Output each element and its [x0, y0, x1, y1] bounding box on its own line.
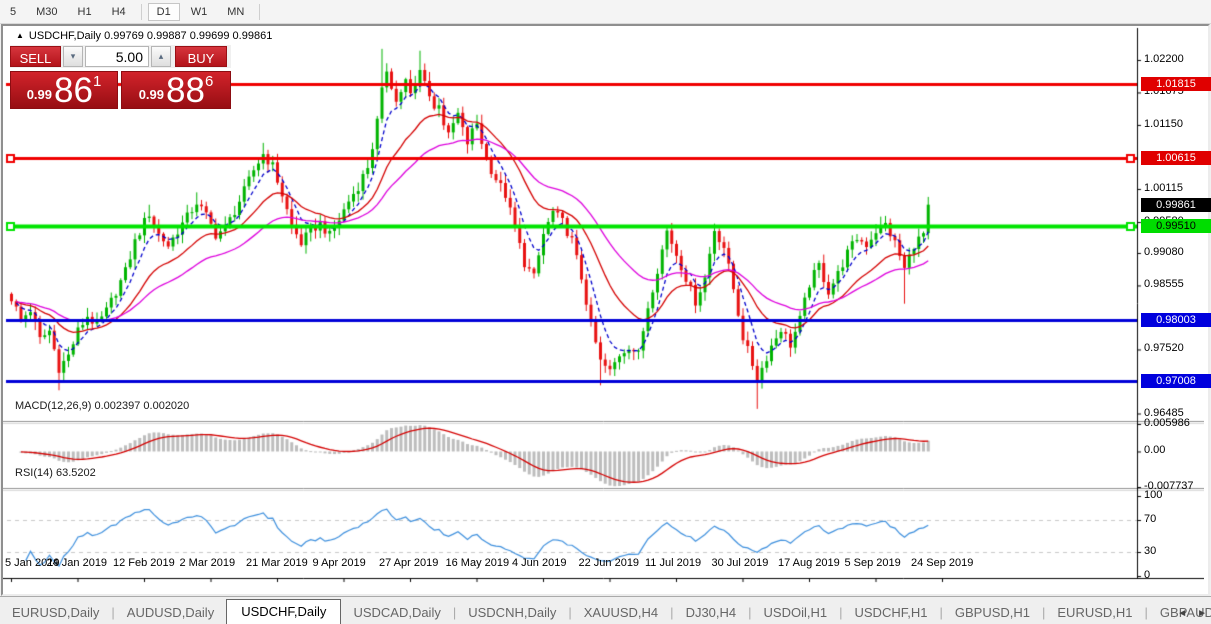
date-tick-label: 11 Jul 2019 [645, 557, 702, 569]
chart-canvas[interactable] [3, 26, 1204, 590]
buy-price-prefix: 0.99 [138, 87, 165, 102]
price-tick-label: 0.97520 [1144, 342, 1184, 355]
chart-tab-gbpaud-h1[interactable]: GBPAUD,H1 [1159, 605, 1211, 620]
rsi-tick-label: 0 [1144, 569, 1151, 581]
date-tick-label: 12 Feb 2019 [113, 557, 175, 569]
date-tick-label: 4 Jun 2019 [512, 557, 567, 569]
tab-scroll-right-icon[interactable]: ► [1197, 608, 1207, 619]
trade-panel-top-row: SELL ▾ ▴ BUY [10, 45, 231, 68]
volume-input[interactable] [85, 46, 149, 67]
tab-separator: | [1144, 605, 1148, 620]
sell-price-big-digits: 86 [54, 71, 93, 110]
timeframe-button-mn[interactable]: MN [227, 5, 245, 18]
chart-tab-xauusd-h4[interactable]: XAUUSD,H4 [583, 605, 659, 620]
rsi-indicator-label: RSI(14) 63.5202 [15, 467, 96, 479]
rsi-tick-label: 70 [1144, 513, 1157, 525]
chart-title: ▲ USDCHF,Daily 0.99769 0.99887 0.99699 0.… [16, 30, 272, 42]
chart-tab-audusd-daily[interactable]: AUDUSD,Daily [126, 605, 215, 620]
price-tick-label: 0.99080 [1144, 245, 1184, 258]
date-tick-label: 24 Sep 2019 [911, 557, 974, 569]
buy-button[interactable]: BUY [175, 46, 227, 67]
chart-title-text: USDCHF,Daily 0.99769 0.99887 0.99699 0.9… [28, 30, 273, 42]
tab-separator: | [670, 605, 674, 620]
tab-separator: | [839, 605, 843, 620]
date-tick-label: 22 Jun 2019 [578, 557, 640, 569]
chart-tab-eurusd-h1[interactable]: EURUSD,H1 [1057, 605, 1133, 620]
price-badge: 0.98003 [1141, 313, 1211, 327]
tab-separator: | [568, 605, 572, 620]
price-badge: 1.01815 [1141, 77, 1211, 91]
tab-separator: | [452, 605, 457, 620]
collapse-panel-icon[interactable]: ▲ [16, 31, 24, 40]
timeframe-button-m30[interactable]: M30 [36, 5, 58, 18]
price-tick-label: 1.02200 [1144, 52, 1184, 65]
sell-button[interactable]: SELL [10, 46, 61, 67]
buy-price-pip-digit: 6 [204, 73, 214, 90]
timeframe-button-w1[interactable]: W1 [190, 5, 208, 18]
volume-decrease-button[interactable]: ▾ [63, 46, 83, 67]
tab-scroll-buttons: ◄ ► [1177, 608, 1207, 619]
price-badge: 0.99861 [1141, 198, 1211, 212]
date-tick-label: 21 Mar 2019 [246, 557, 308, 569]
chart-tab-usdcnh-daily[interactable]: USDCNH,Daily [468, 605, 557, 620]
price-badge: 0.97008 [1141, 374, 1211, 388]
chart-tab-usdcad-daily[interactable]: USDCAD,Daily [353, 605, 441, 620]
tab-separator: | [939, 605, 943, 620]
timeframe-button-5[interactable]: 5 [10, 5, 17, 18]
chart-tab-usdchf-h1[interactable]: USDCHF,H1 [854, 605, 928, 620]
chart-tab-gbpusd-h1[interactable]: GBPUSD,H1 [954, 605, 1030, 620]
price-tick-label: 1.01150 [1144, 117, 1183, 130]
buy-price-big-digits: 88 [166, 71, 205, 110]
toolbar-separator [259, 3, 261, 20]
price-tick-label: 1.00115 [1144, 181, 1183, 194]
timeframe-button-h4[interactable]: H4 [111, 5, 126, 18]
date-tick-label: 5 Sep 2019 [844, 557, 901, 569]
date-tick-label: 9 Apr 2019 [312, 557, 366, 569]
chart-window: ▲ USDCHF,Daily 0.99769 0.99887 0.99699 0.… [1, 24, 1211, 596]
price-badge: 0.99510 [1141, 219, 1211, 233]
date-tick-label: 16 May 2019 [445, 557, 510, 569]
chart-tab-bar: EURUSD,Daily | AUDUSD,Daily USDCHF,Daily USD… [0, 596, 1211, 624]
timeframe-toolbar: 5 M30 H1 H4 D1 W1 MN [0, 0, 1211, 24]
macd-indicator-label: MACD(12,26,9) 0.002397 0.002020 [15, 400, 190, 412]
sell-price-prefix: 0.99 [26, 87, 53, 102]
chart-tab-usdchf-daily[interactable]: USDCHF,Daily [226, 599, 342, 624]
date-tick-label: 5 Jan 2019 [5, 557, 60, 569]
sell-price-pip-digit: 1 [92, 73, 102, 90]
date-tick-label: 24 Jan 2019 [46, 557, 108, 569]
timeframe-button-d1[interactable]: D1 [147, 2, 180, 21]
date-tick-label: 30 Jul 2019 [711, 557, 769, 569]
price-tick-label: 0.98555 [1144, 278, 1184, 291]
price-tick-label: 0.96485 [1144, 406, 1184, 419]
buy-price-button[interactable]: 0.99 88 6 [121, 71, 231, 109]
rsi-tick-label: 30 [1144, 545, 1157, 557]
tab-scroll-left-icon[interactable]: ◄ [1177, 608, 1188, 619]
date-tick-label: 2 Mar 2019 [179, 557, 236, 569]
one-click-trading-panel: SELL ▾ ▴ BUY 0.99 86 1 0.99 88 6 [10, 45, 231, 109]
date-tick-label: 17 Aug 2019 [778, 557, 840, 569]
tab-separator: | [111, 605, 115, 620]
rsi-tick-label: 100 [1144, 489, 1163, 501]
sell-price-button[interactable]: 0.99 86 1 [10, 71, 118, 109]
timeframe-button-h1[interactable]: H1 [77, 5, 92, 18]
chart-tab-usdoil-h1[interactable]: USDOil,H1 [763, 605, 828, 620]
chart-tab-eurusd-daily[interactable]: EURUSD,Daily [12, 605, 100, 620]
date-tick-label: 27 Apr 2019 [379, 557, 439, 569]
macd-tick-label: 0.00 [1144, 444, 1166, 457]
macd-tick-label: -0.007737 [1144, 480, 1194, 492]
toolbar-separator [140, 3, 142, 20]
tab-separator: | [1042, 605, 1046, 620]
volume-increase-button[interactable]: ▴ [151, 46, 171, 67]
price-badge: 1.00615 [1141, 151, 1211, 165]
tab-separator: | [748, 605, 752, 620]
chart-tab-dj30-h4[interactable]: DJ30,H4 [685, 605, 737, 620]
macd-tick-label: 0.005986 [1144, 417, 1190, 429]
